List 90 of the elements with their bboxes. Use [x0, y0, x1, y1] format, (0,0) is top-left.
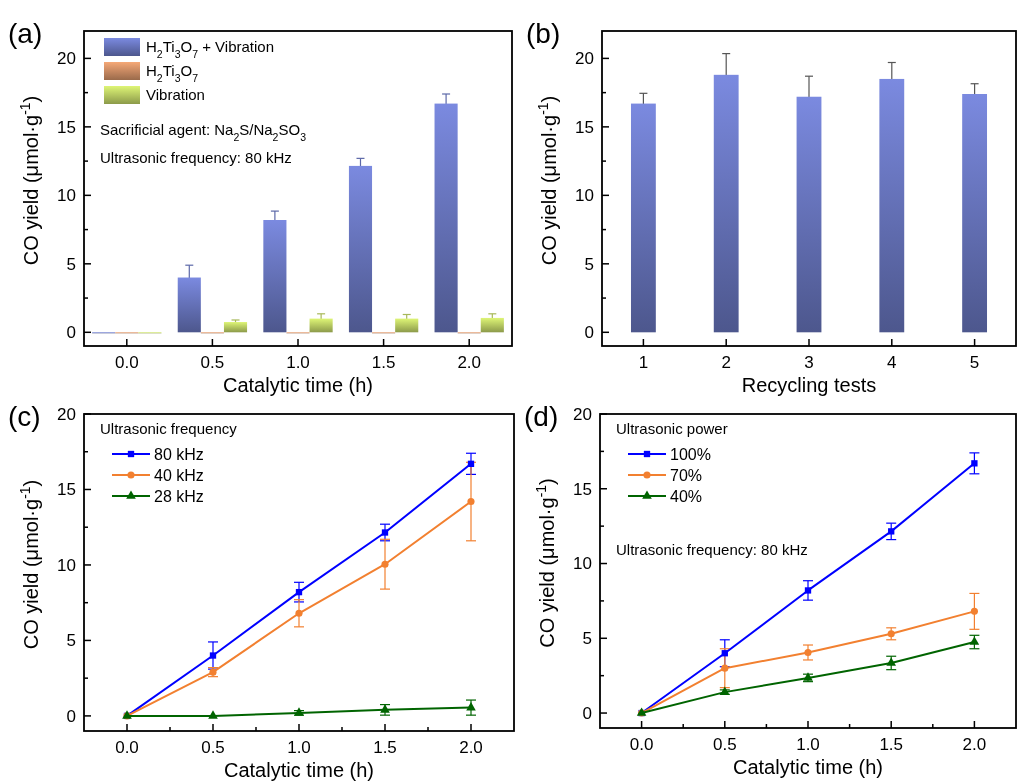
legend-label: Vibration — [146, 86, 205, 103]
point — [467, 460, 475, 467]
legend-label: 70% — [670, 467, 703, 484]
y-tick-label: 0 — [582, 704, 592, 723]
y-tick-label: 5 — [66, 254, 76, 274]
y-tick-label: 20 — [57, 404, 76, 424]
y-tick-label: 5 — [66, 631, 76, 651]
y-tick-label: 10 — [57, 186, 76, 206]
legend-label: 40 kHz — [154, 467, 204, 484]
x-tick-label: 1.5 — [371, 353, 396, 372]
x-tick-label: 4 — [887, 353, 897, 372]
point — [721, 650, 728, 657]
y-tick-label: 10 — [573, 554, 592, 574]
chart-title: (a) — [8, 18, 43, 49]
annotation: Sacrificial agent: Na$_{2}$S/Na$_{2}$SO$_{3}$ — [100, 121, 307, 143]
x-tick-label: 0.0 — [114, 353, 139, 372]
y-tick-label: 20 — [573, 404, 592, 424]
x-tick-label: 2.0 — [962, 735, 987, 754]
x-tick-label: 0.5 — [200, 353, 225, 372]
x-axis-title: Catalytic time (h) — [223, 759, 375, 781]
bar — [395, 318, 419, 333]
bar — [309, 318, 333, 333]
point — [294, 707, 304, 716]
point — [970, 607, 978, 615]
x-tick-label: 3 — [804, 353, 814, 372]
x-tick-label: 5 — [969, 353, 980, 372]
y-tick-label: 10 — [575, 186, 594, 206]
x-tick-label: 1.0 — [287, 738, 311, 757]
chart-title: (d) — [524, 401, 559, 432]
bar — [177, 277, 201, 333]
point — [804, 648, 812, 657]
legend-label: H$_{2}$Ti$_{3}$O$_{7}$ — [146, 62, 199, 84]
x-tick-label: 1.0 — [286, 353, 310, 372]
point — [381, 560, 389, 568]
x-tick-label: 2.0 — [459, 738, 483, 757]
y-tick-label: 15 — [573, 479, 592, 499]
point — [804, 587, 812, 594]
bar — [348, 165, 373, 333]
point — [719, 686, 730, 695]
annotation: Ultrasonic frequency: 80 kHz — [100, 149, 292, 166]
x-tick-label: 1.0 — [796, 735, 820, 754]
point — [208, 710, 218, 719]
x-tick-label: 0.5 — [201, 738, 225, 757]
y-tick-label: 15 — [57, 480, 76, 500]
x-tick-label: 1.5 — [373, 738, 397, 757]
y-tick-label: 15 — [57, 117, 76, 137]
annotation: Ultrasonic frequency: 80 kHz — [616, 541, 808, 558]
y-tick-label: 0 — [66, 706, 76, 726]
y-tick-label: 5 — [582, 629, 592, 649]
y-tick-label: 10 — [57, 555, 76, 575]
point — [467, 497, 475, 506]
y-tick-label: 15 — [575, 117, 594, 137]
chart-title: (b) — [526, 18, 561, 49]
y-tick-label: 0 — [66, 323, 76, 343]
chart-title: (c) — [8, 401, 41, 432]
legend-title: Ultrasonic frequency — [100, 420, 238, 437]
bar — [480, 317, 504, 333]
x-tick-label: 0.0 — [115, 738, 139, 757]
legend-label: 28 kHz — [154, 488, 204, 505]
x-tick-label: 2.0 — [457, 353, 482, 372]
x-tick-label: 0.0 — [629, 735, 654, 754]
y-tick-label: 20 — [57, 49, 76, 69]
legend-title: Ultrasonic power — [616, 420, 728, 437]
point — [971, 460, 978, 467]
bar — [263, 220, 287, 333]
y-tick-label: 0 — [584, 323, 594, 343]
bar — [223, 322, 248, 333]
y-tick-label: 20 — [575, 49, 594, 69]
x-axis-title: Catalytic time (h) — [222, 374, 374, 396]
x-tick-label: 0.5 — [712, 735, 737, 754]
point — [381, 529, 389, 536]
point — [886, 657, 897, 666]
point — [209, 652, 217, 659]
legend-label: 100% — [670, 446, 711, 463]
x-tick-label: 2 — [721, 353, 731, 372]
point — [466, 702, 476, 711]
point — [969, 636, 980, 645]
x-axis-title: Catalytic time (h) — [732, 756, 884, 778]
x-tick-label: 1.5 — [879, 735, 904, 754]
legend-label: 80 kHz — [154, 446, 204, 463]
y-tick-label: 5 — [584, 254, 594, 274]
bar — [434, 103, 458, 333]
x-tick-label: 1 — [638, 353, 649, 372]
x-axis-title: Recycling tests — [741, 374, 877, 396]
point — [721, 664, 729, 672]
legend-label: H$_{2}$Ti$_{3}$O$_{7}$ + Vibration — [146, 38, 275, 60]
point — [888, 528, 895, 535]
point — [295, 609, 303, 617]
legend-label: 40% — [670, 488, 703, 505]
point — [295, 588, 303, 596]
